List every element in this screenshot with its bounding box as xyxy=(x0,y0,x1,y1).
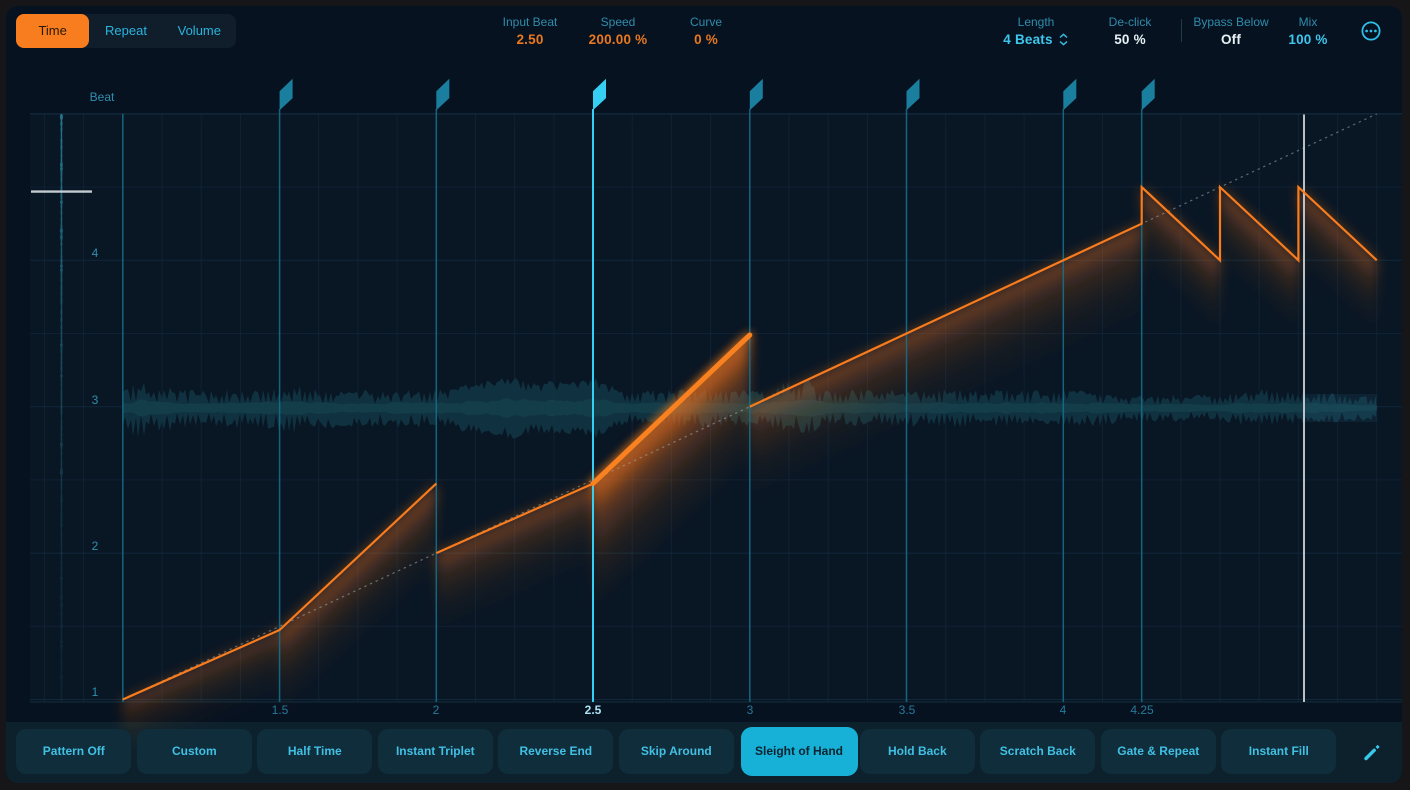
svg-text:4.25: 4.25 xyxy=(1130,703,1154,717)
svg-text:Beat: Beat xyxy=(90,90,115,104)
svg-text:3: 3 xyxy=(747,703,754,717)
svg-text:3.5: 3.5 xyxy=(899,703,916,717)
svg-text:3: 3 xyxy=(92,393,99,407)
svg-text:4: 4 xyxy=(1060,703,1067,717)
svg-text:2.5: 2.5 xyxy=(585,703,602,717)
svg-text:1: 1 xyxy=(92,685,99,699)
svg-text:2: 2 xyxy=(433,703,440,717)
svg-text:4: 4 xyxy=(92,246,99,260)
svg-text:2: 2 xyxy=(92,539,99,553)
svg-text:1.5: 1.5 xyxy=(272,703,289,717)
